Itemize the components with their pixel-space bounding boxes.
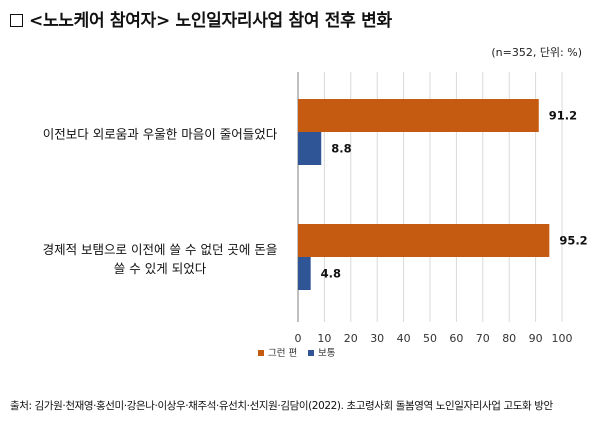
x-tick-label: 40 xyxy=(397,332,411,345)
x-tick-label: 70 xyxy=(476,332,490,345)
x-tick-label: 60 xyxy=(449,332,463,345)
legend-label: 보통 xyxy=(318,348,336,359)
legend-swatch xyxy=(258,350,264,356)
legend-swatch xyxy=(308,350,314,356)
category-label: 쓸 수 있게 되었다 xyxy=(114,261,207,276)
x-tick-label: 90 xyxy=(529,332,543,345)
bar xyxy=(298,132,322,165)
bar xyxy=(298,99,539,132)
x-tick-label: 20 xyxy=(344,332,358,345)
chart-title: <노노케어 참여자> 노인일자리사업 참여 전후 변화 xyxy=(10,6,392,31)
x-tick-label: 80 xyxy=(502,332,516,345)
x-tick-label: 50 xyxy=(423,332,437,345)
x-tick-label: 0 xyxy=(295,332,302,345)
bar xyxy=(298,257,311,290)
data-label: 91.2 xyxy=(549,109,577,123)
data-label: 95.2 xyxy=(559,234,587,248)
chart-title-text: <노노케어 참여자> 노인일자리사업 참여 전후 변화 xyxy=(29,11,392,31)
x-tick-label: 10 xyxy=(317,332,331,345)
category-label: 경제적 보탬으로 이전에 쓸 수 없던 곳에 돈을 xyxy=(43,242,278,257)
source-note: 출처: 김가원·천재영·홍선미·강은나·이상우·채주석·유선치·선지원·김담이(… xyxy=(10,400,553,412)
unit-note: (n=352, 단위: %) xyxy=(491,46,582,59)
category-label: 이전보다 외로움과 우울한 마음이 줄어들었다 xyxy=(43,127,278,142)
x-tick-label: 30 xyxy=(370,332,384,345)
legend-label: 그런 편 xyxy=(268,347,297,359)
square-bullet-icon xyxy=(10,14,23,27)
data-label: 8.8 xyxy=(331,142,351,156)
data-label: 4.8 xyxy=(321,267,341,281)
x-tick-label: 100 xyxy=(552,332,573,345)
bar xyxy=(298,224,550,257)
